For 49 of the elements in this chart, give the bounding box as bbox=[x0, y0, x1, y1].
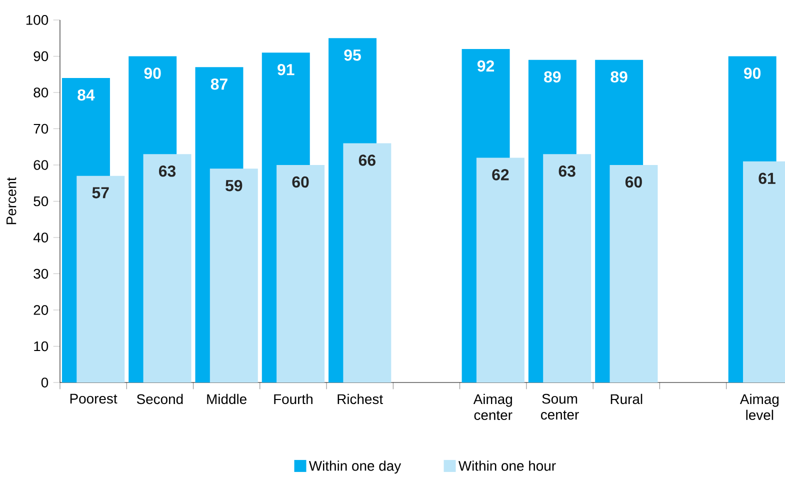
y-tick-label: 30 bbox=[34, 268, 48, 279]
y-tick-label: 50 bbox=[34, 196, 48, 206]
data-label: 62 bbox=[492, 169, 509, 180]
x-tick-label: Rural bbox=[610, 394, 642, 404]
bar bbox=[543, 154, 592, 383]
data-label: 90 bbox=[744, 68, 761, 79]
data-label: 89 bbox=[544, 71, 561, 83]
x-tick-label: Soum center bbox=[540, 394, 579, 420]
data-label: 89 bbox=[610, 71, 628, 83]
bar bbox=[76, 176, 125, 383]
bar bbox=[610, 165, 658, 383]
x-tick-label: Poorest bbox=[70, 394, 118, 404]
x-tick-label: Aimag level bbox=[740, 394, 779, 420]
y-axis-title: Percent bbox=[6, 177, 16, 224]
bar bbox=[276, 165, 325, 383]
data-label: 90 bbox=[144, 68, 161, 79]
bar bbox=[476, 158, 524, 383]
data-label: 84 bbox=[78, 89, 95, 101]
data-label: 63 bbox=[558, 166, 576, 177]
bar bbox=[210, 168, 258, 383]
y-tick-label: 0 bbox=[41, 378, 48, 388]
bar bbox=[143, 154, 192, 383]
data-label: 91 bbox=[278, 64, 294, 76]
x-tick-label: Second bbox=[136, 394, 183, 404]
data-label: 61 bbox=[758, 172, 776, 184]
y-tick-label: 10 bbox=[34, 341, 48, 352]
data-label: 87 bbox=[210, 78, 228, 90]
y-tick-label: 100 bbox=[26, 15, 48, 26]
data-label: 60 bbox=[292, 176, 309, 188]
data-label: 63 bbox=[158, 166, 176, 177]
data-label: 57 bbox=[92, 187, 109, 198]
legend-label: Within one hour bbox=[458, 460, 556, 471]
y-tick-label: 70 bbox=[34, 124, 48, 134]
x-tick-label: Fourth bbox=[274, 394, 312, 404]
data-label: 95 bbox=[344, 50, 361, 61]
y-tick-label: 20 bbox=[34, 305, 48, 316]
bar bbox=[343, 143, 392, 383]
data-label: 66 bbox=[358, 154, 376, 166]
x-tick-label: Richest bbox=[338, 394, 383, 404]
y-tick-label: 60 bbox=[34, 160, 48, 170]
x-tick-label: Middle bbox=[207, 394, 246, 404]
data-label: 60 bbox=[625, 176, 642, 188]
data-label: 59 bbox=[226, 180, 242, 192]
y-tick-label: 40 bbox=[33, 232, 48, 243]
legend-label: Within one day bbox=[308, 460, 402, 474]
y-tick-label: 80 bbox=[34, 88, 48, 98]
data-label: 92 bbox=[477, 60, 494, 72]
y-tick-label: 90 bbox=[34, 51, 48, 62]
x-tick-label: Aimag center bbox=[473, 394, 512, 420]
